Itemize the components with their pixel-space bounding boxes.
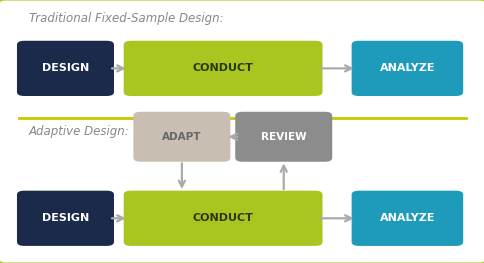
Text: ADAPT: ADAPT bbox=[162, 132, 201, 142]
Text: CONDUCT: CONDUCT bbox=[192, 213, 253, 223]
Text: DESIGN: DESIGN bbox=[42, 213, 89, 223]
Text: CONDUCT: CONDUCT bbox=[192, 63, 253, 73]
Text: Traditional Fixed-Sample Design:: Traditional Fixed-Sample Design: bbox=[29, 12, 223, 25]
FancyBboxPatch shape bbox=[235, 112, 332, 162]
FancyBboxPatch shape bbox=[17, 41, 114, 96]
Text: Adaptive Design:: Adaptive Design: bbox=[29, 125, 130, 138]
FancyBboxPatch shape bbox=[133, 112, 230, 162]
FancyBboxPatch shape bbox=[351, 41, 462, 96]
Text: DESIGN: DESIGN bbox=[42, 63, 89, 73]
Text: REVIEW: REVIEW bbox=[260, 132, 306, 142]
FancyBboxPatch shape bbox=[123, 41, 322, 96]
FancyBboxPatch shape bbox=[351, 191, 462, 246]
FancyBboxPatch shape bbox=[123, 191, 322, 246]
FancyBboxPatch shape bbox=[17, 191, 114, 246]
Text: ANALYZE: ANALYZE bbox=[379, 63, 434, 73]
Text: ANALYZE: ANALYZE bbox=[379, 213, 434, 223]
